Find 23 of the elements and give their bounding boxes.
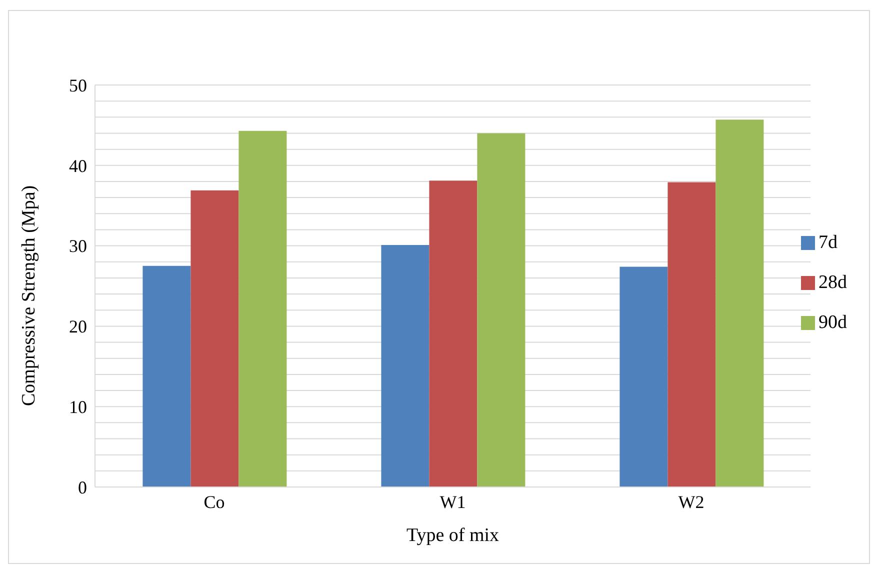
y-tick-label: 40	[69, 156, 87, 176]
x-tick-label: W1	[440, 492, 466, 512]
x-tick-label: W2	[678, 492, 704, 512]
bar	[238, 130, 287, 487]
bar	[381, 244, 430, 487]
bar	[190, 190, 239, 487]
y-tick-label: 0	[78, 477, 87, 498]
x-axis-title: Type of mix	[406, 525, 500, 546]
legend-label: 28d	[818, 272, 847, 292]
y-tick-label: 10	[69, 396, 87, 417]
y-tick-label: 30	[69, 236, 87, 256]
y-axis-title: Compressive Strength (Mpa)	[18, 185, 40, 406]
legend-label: 90d	[818, 312, 847, 332]
y-tick-label: 50	[69, 75, 87, 96]
y-tick-label: 20	[69, 316, 87, 337]
legend-label: 7d	[818, 232, 838, 252]
bar	[620, 266, 668, 487]
bar	[477, 133, 526, 487]
bar	[429, 180, 478, 487]
bar	[142, 266, 191, 487]
x-tick-label: Co	[204, 492, 225, 512]
bar	[716, 120, 764, 487]
bar	[668, 182, 716, 487]
